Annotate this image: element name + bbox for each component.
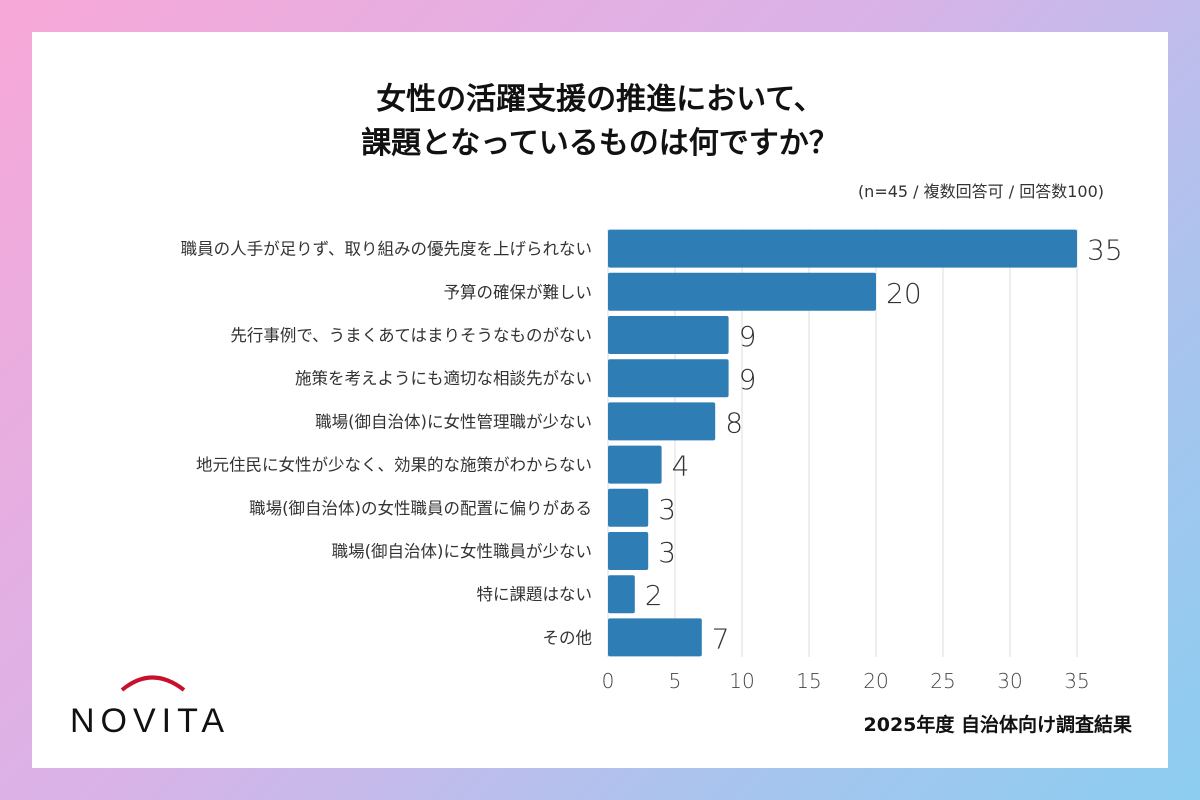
data-label: 7 <box>712 622 730 655</box>
title-line-2: 課題となっているものは何ですか？ <box>361 126 839 161</box>
data-label: 3 <box>658 536 676 569</box>
x-tick-label: 20 <box>863 669 888 693</box>
category-label: 予算の確保が難しい <box>444 283 593 302</box>
category-label: 職場(御自治体)に女性管理職が少ない <box>315 412 592 431</box>
x-tick-label: 30 <box>997 669 1022 693</box>
category-label: 施策を考えようにも適切な相談先がない <box>295 369 592 388</box>
bar <box>608 316 729 354</box>
bar <box>608 445 662 484</box>
bar <box>608 575 635 614</box>
data-label: 20 <box>886 277 922 310</box>
chart-card: 女性の活躍支援の推進において、 課題となっているものは何ですか？ (n=45 /… <box>32 32 1168 768</box>
x-tick-label: 5 <box>669 669 682 693</box>
data-label: 35 <box>1087 234 1123 267</box>
category-label: 特に課題はない <box>477 585 593 604</box>
bar <box>608 618 702 657</box>
x-tick-label: 25 <box>930 669 955 693</box>
data-label: 9 <box>739 363 757 396</box>
data-label: 9 <box>739 320 757 353</box>
bar <box>608 229 1077 268</box>
data-label: 8 <box>725 406 743 439</box>
category-label: 先行事例で、うまくあてはまりそうなものがない <box>230 326 592 345</box>
data-label: 2 <box>645 579 663 612</box>
x-tick-label: 15 <box>796 669 821 693</box>
category-label: 職員の人手が足りず、取り組みの優先度を上げられない <box>181 240 592 259</box>
data-label: 3 <box>658 493 676 526</box>
novita-logo: NOVITA <box>70 675 230 740</box>
category-label: その他 <box>543 628 593 647</box>
bar <box>608 402 716 441</box>
category-label: 地元住民に女性が少なく、効果的な施策がわからない <box>196 456 592 475</box>
x-tick-label: 10 <box>729 669 754 693</box>
sample-note: (n=45 / 複数回答可 / 回答数100) <box>857 182 1104 201</box>
bar <box>608 488 649 527</box>
x-tick-label: 35 <box>1064 669 1089 693</box>
bar <box>608 532 649 570</box>
bar <box>608 359 729 398</box>
x-tick-label: 0 <box>602 669 615 693</box>
chart-title: 女性の活躍支援の推進において、 課題となっているものは何ですか？ <box>32 78 1168 166</box>
bar <box>608 272 876 311</box>
category-label: 職場(御自治体)の女性職員の配置に偏りがある <box>249 499 592 518</box>
footer-caption: 2025年度 自治体向け調査結果 <box>863 714 1133 736</box>
data-label: 4 <box>672 450 690 483</box>
logo-text: NOVITA <box>70 702 230 740</box>
category-label: 職場(御自治体)に女性職員が少ない <box>332 542 592 561</box>
title-line-1: 女性の活躍支援の推進において、 <box>376 82 824 117</box>
